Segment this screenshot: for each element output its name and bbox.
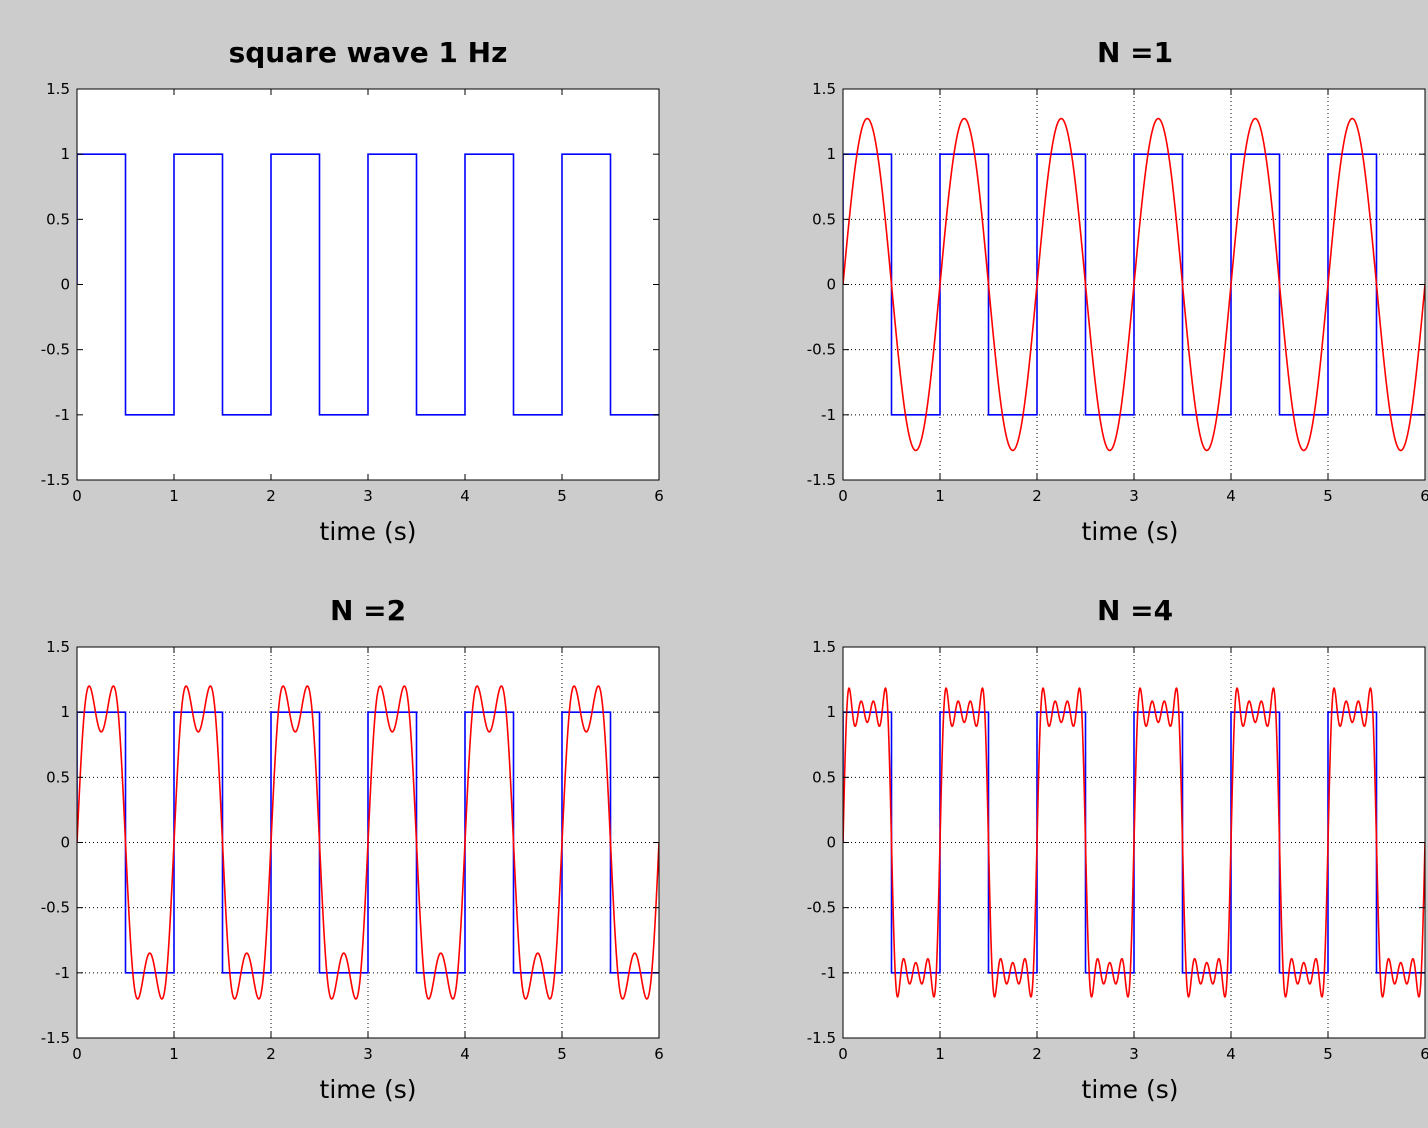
chart-n2: 0 1 2 3 4 5 6 -1.5 -1 -0.5 0 0.5 1 1.5 N =2 time (s)	[41, 594, 664, 1104]
chart-title: N =4	[1097, 594, 1173, 627]
x-tick-label: 2	[266, 1045, 276, 1063]
x-tick-label: 1	[169, 1045, 179, 1063]
chart-n1: 0 1 2 3 4 5 6 -1.5 -1 -0.5 0 0.5 1 1.5 N =1 time (s)	[807, 36, 1428, 546]
y-tick-label: -0.5	[41, 899, 70, 917]
x-axis-label: time (s)	[1082, 1075, 1179, 1104]
y-tick-label: -1.5	[41, 471, 70, 489]
x-tick-label: 1	[935, 1045, 945, 1063]
x-tick-label: 2	[266, 487, 276, 505]
y-tick-label: 0.5	[812, 768, 836, 786]
y-tick-label: -1.5	[807, 471, 836, 489]
chart-n4: 0 1 2 3 4 5 6 -1.5 -1 -0.5 0 0.5 1 1.5 N =4 time (s)	[807, 594, 1428, 1104]
y-tick-label: -1.5	[807, 1029, 836, 1047]
plot-area	[77, 153, 659, 416]
x-tick-label: 5	[1323, 487, 1333, 505]
y-tick-label: -0.5	[41, 341, 70, 359]
y-tick-label: 1.5	[812, 638, 836, 656]
y-tick-label: 1	[60, 145, 70, 163]
y-tick-label: -0.5	[807, 341, 836, 359]
y-tick-label: 1	[826, 703, 836, 721]
x-tick-label: 1	[935, 487, 945, 505]
plot-area	[843, 687, 1425, 998]
y-tick-label: 0	[826, 834, 836, 852]
x-tick-label: 6	[654, 1045, 664, 1063]
series-fourier-approximation	[843, 687, 1425, 998]
series-square-wave	[843, 153, 1425, 416]
plot-area	[843, 117, 1425, 452]
y-tick-label: -1.5	[41, 1029, 70, 1047]
y-tick-label: -1	[821, 406, 836, 424]
y-tick-label: 0	[60, 276, 70, 294]
y-tick-label: 1	[60, 703, 70, 721]
y-tick-label: 1.5	[812, 80, 836, 98]
y-tick-label: 0	[826, 276, 836, 294]
series-square-wave	[77, 711, 659, 974]
series-square-wave	[843, 711, 1425, 974]
y-tick-label: 0.5	[46, 768, 70, 786]
chart-square-wave: 0 1 2 3 4 5 6 -1.5 -1 -0.5 0 0.5 1 1.5 square wave 1 H…	[41, 36, 664, 546]
chart-title: N =1	[1097, 36, 1173, 69]
x-axis-label: time (s)	[320, 1075, 417, 1104]
x-tick-label: 4	[460, 1045, 470, 1063]
y-tick-label: -1	[821, 964, 836, 982]
chart-title: N =2	[330, 594, 406, 627]
y-tick-label: 0.5	[812, 210, 836, 228]
series-square-wave	[77, 153, 659, 416]
y-tick-label: 1.5	[46, 638, 70, 656]
series-fourier-approximation	[77, 685, 659, 1000]
x-tick-label: 4	[1226, 1045, 1236, 1063]
x-tick-label: 3	[363, 487, 373, 505]
x-tick-label: 0	[838, 1045, 848, 1063]
y-tick-label: 0.5	[46, 210, 70, 228]
x-tick-label: 0	[72, 1045, 82, 1063]
y-tick-label: -1	[55, 964, 70, 982]
x-axis-label: time (s)	[1082, 517, 1179, 546]
chart-title: square wave 1 Hz	[229, 36, 508, 69]
x-tick-label: 5	[557, 1045, 567, 1063]
y-tick-label: -0.5	[807, 899, 836, 917]
x-tick-label: 1	[169, 487, 179, 505]
x-tick-label: 0	[72, 487, 82, 505]
x-axis-label: time (s)	[320, 517, 417, 546]
x-tick-label: 4	[460, 487, 470, 505]
x-tick-label: 6	[654, 487, 664, 505]
y-tick-label: 1.5	[46, 80, 70, 98]
plot-area	[77, 685, 659, 1000]
series-fourier-approximation	[843, 117, 1425, 452]
x-tick-label: 4	[1226, 487, 1236, 505]
y-tick-label: -1	[55, 406, 70, 424]
x-tick-label: 5	[1323, 1045, 1333, 1063]
x-tick-label: 2	[1032, 487, 1042, 505]
x-tick-label: 3	[1129, 1045, 1139, 1063]
x-tick-label: 5	[557, 487, 567, 505]
x-tick-label: 0	[838, 487, 848, 505]
x-tick-label: 3	[1129, 487, 1139, 505]
x-tick-label: 6	[1420, 487, 1428, 505]
x-tick-label: 6	[1420, 1045, 1428, 1063]
y-tick-label: 0	[60, 834, 70, 852]
y-tick-label: 1	[826, 145, 836, 163]
x-tick-label: 2	[1032, 1045, 1042, 1063]
x-tick-label: 3	[363, 1045, 373, 1063]
